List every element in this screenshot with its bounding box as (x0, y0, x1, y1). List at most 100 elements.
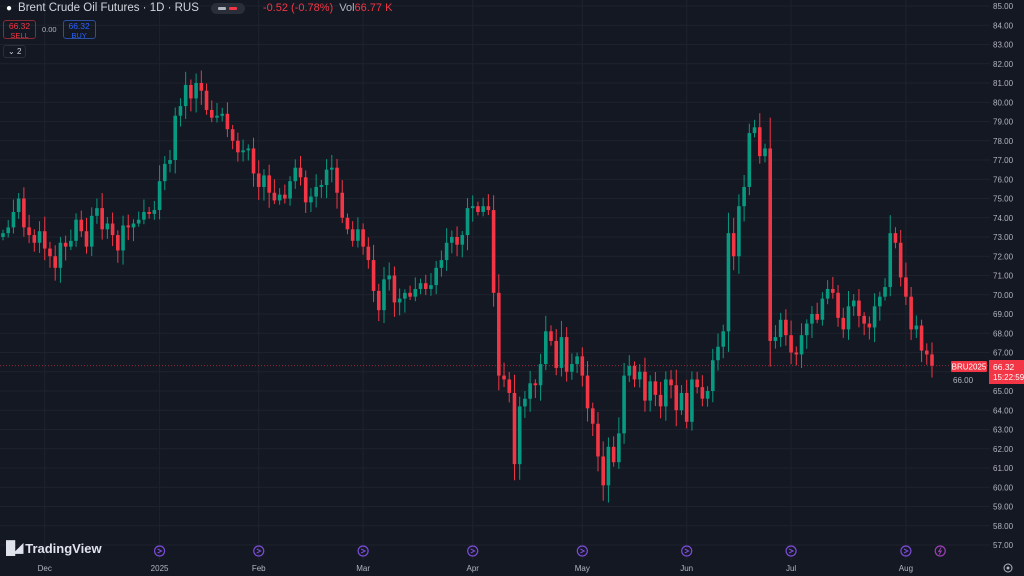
candle-body (757, 127, 762, 157)
candle (314, 174, 318, 208)
candle-body (763, 148, 767, 157)
tradingview-logo[interactable]: █◢ TradingView (6, 540, 102, 556)
dividend-event-icon[interactable] (785, 545, 797, 557)
candle-body (590, 408, 595, 424)
candle (241, 139, 245, 162)
sell-button[interactable]: 66.32 SELL (3, 20, 36, 40)
candle (721, 324, 726, 359)
candle (283, 184, 287, 204)
dividend-event-icon[interactable] (576, 545, 588, 557)
candle-body (857, 300, 861, 316)
candle-body (116, 235, 120, 251)
settings-icon[interactable] (1003, 563, 1013, 573)
candle-body (324, 169, 329, 186)
candle (408, 285, 412, 300)
candle-body (162, 163, 167, 182)
candle-body (309, 196, 313, 203)
y-tick-label: 77.00 (993, 156, 1014, 165)
x-tick-label: Dec (38, 564, 52, 573)
buy-button[interactable]: 66.32 BUY (62, 20, 96, 40)
dividend-event-icon[interactable] (467, 545, 479, 557)
candle (63, 235, 68, 261)
candle-body (554, 340, 559, 368)
candle (157, 165, 162, 220)
candle (554, 329, 559, 376)
candle (465, 198, 470, 251)
candle-body (481, 206, 485, 212)
candle (799, 323, 804, 368)
candle (763, 143, 767, 163)
candle (622, 362, 626, 444)
candle-body (648, 381, 652, 401)
candle (69, 229, 73, 251)
candle (168, 149, 172, 173)
candle (653, 372, 658, 407)
y-tick-label: 62.00 (993, 445, 1014, 454)
price-change: -0.52 (-0.78%) (262, 2, 334, 14)
candle (74, 213, 78, 247)
candle-body (173, 115, 178, 160)
indicators-collapse-button[interactable]: ⌄ 2 (3, 45, 27, 58)
spread: 0.00 (42, 25, 57, 34)
candle-body (387, 275, 392, 280)
candle (110, 212, 115, 247)
candle-body (408, 292, 412, 297)
dividend-event-icon[interactable] (253, 545, 265, 557)
candle (142, 199, 146, 225)
symbol-title[interactable]: Brent Crude Oil Futures · 1D · RUS (18, 2, 199, 14)
candle (538, 353, 543, 401)
candle-body (580, 356, 585, 376)
candle-body (6, 227, 11, 234)
candle-body (684, 392, 689, 422)
candle-body (773, 337, 778, 341)
candle (575, 352, 579, 373)
candle-body (538, 364, 543, 386)
candle-body (878, 296, 882, 307)
candle (434, 260, 438, 295)
candle-body (523, 398, 527, 407)
lightning-event-icon[interactable] (934, 545, 946, 557)
candle-body (585, 375, 590, 409)
candle (335, 158, 339, 209)
candle (768, 117, 773, 367)
candle (878, 291, 882, 321)
dividend-event-icon[interactable] (153, 545, 166, 557)
chart-legend: ● Brent Crude Oil Futures · 1D · RUS -0.… (6, 2, 392, 14)
candle (648, 375, 652, 412)
dividend-event-icon[interactable] (357, 545, 369, 557)
price-axis[interactable]: 85.00 84.00 83.00 82.00 81.00 80.00 79.00 78.00… (953, 2, 1014, 550)
dividend-event-icon[interactable] (900, 545, 912, 557)
candle (89, 207, 94, 257)
candle-body (356, 229, 360, 241)
candle-body (831, 288, 835, 293)
candle (470, 195, 475, 222)
candle (450, 230, 454, 254)
candle (690, 371, 694, 431)
y-tick-label: 83.00 (993, 41, 1014, 50)
candle (194, 73, 198, 113)
candle (559, 320, 564, 377)
candle-body (246, 148, 251, 151)
candle-body (439, 260, 444, 268)
candle (267, 164, 271, 208)
candle (507, 372, 512, 403)
candle-body (643, 371, 647, 401)
candle-body (476, 206, 480, 212)
candle-body (392, 275, 397, 303)
candle (126, 214, 131, 241)
candle (784, 309, 788, 346)
candle-body (350, 229, 355, 241)
candle-body (658, 394, 663, 407)
candle (528, 370, 532, 412)
time-axis[interactable]: Dec 2025 Feb Mar Apr May Jun Jul Aug (38, 564, 913, 573)
candle-body (846, 306, 851, 330)
candle-body (230, 129, 235, 141)
candle-body (283, 194, 287, 199)
legend-toggle[interactable] (210, 2, 245, 14)
candle-body (627, 365, 632, 376)
candle (356, 217, 360, 248)
candle-body (241, 150, 245, 153)
y-tick-label: 69.00 (993, 310, 1014, 319)
dividend-event-icon[interactable] (681, 545, 693, 557)
